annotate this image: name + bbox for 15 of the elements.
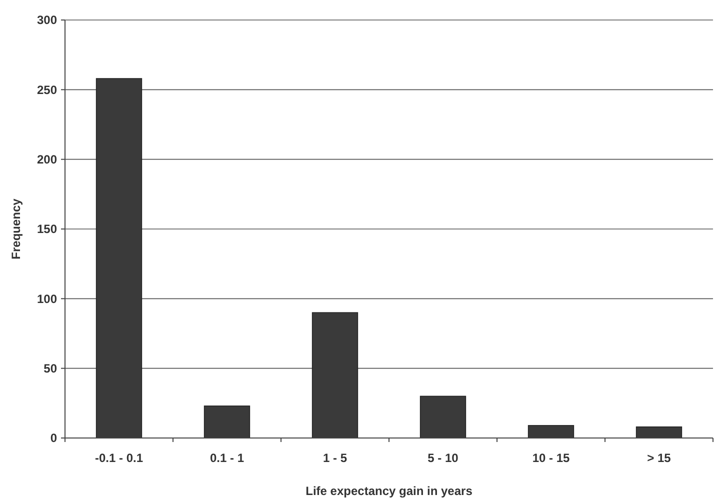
x-tick-label: 5 - 10 (428, 451, 459, 465)
x-axis-title: Life expectancy gain in years (306, 484, 473, 498)
y-tick-label: 250 (36, 82, 58, 97)
x-tick-label: 10 - 15 (532, 451, 570, 465)
y-tick-label: 0 (50, 431, 58, 446)
y-axis-title: Frequency (9, 198, 23, 260)
y-tick-label: 150 (36, 222, 58, 236)
y-tick-label: 200 (36, 152, 58, 167)
x-tick-label: 0.1 - 1 (210, 451, 244, 465)
y-tick-label: 100 (36, 292, 58, 306)
y-tick-label: 300 (36, 13, 58, 28)
x-tick-label: > 15 (647, 451, 672, 465)
x-tick-label: -0.1 - 0.1 (94, 451, 144, 465)
y-tick-label: 50 (44, 362, 58, 376)
x-tick-label: 1 - 5 (322, 451, 348, 465)
